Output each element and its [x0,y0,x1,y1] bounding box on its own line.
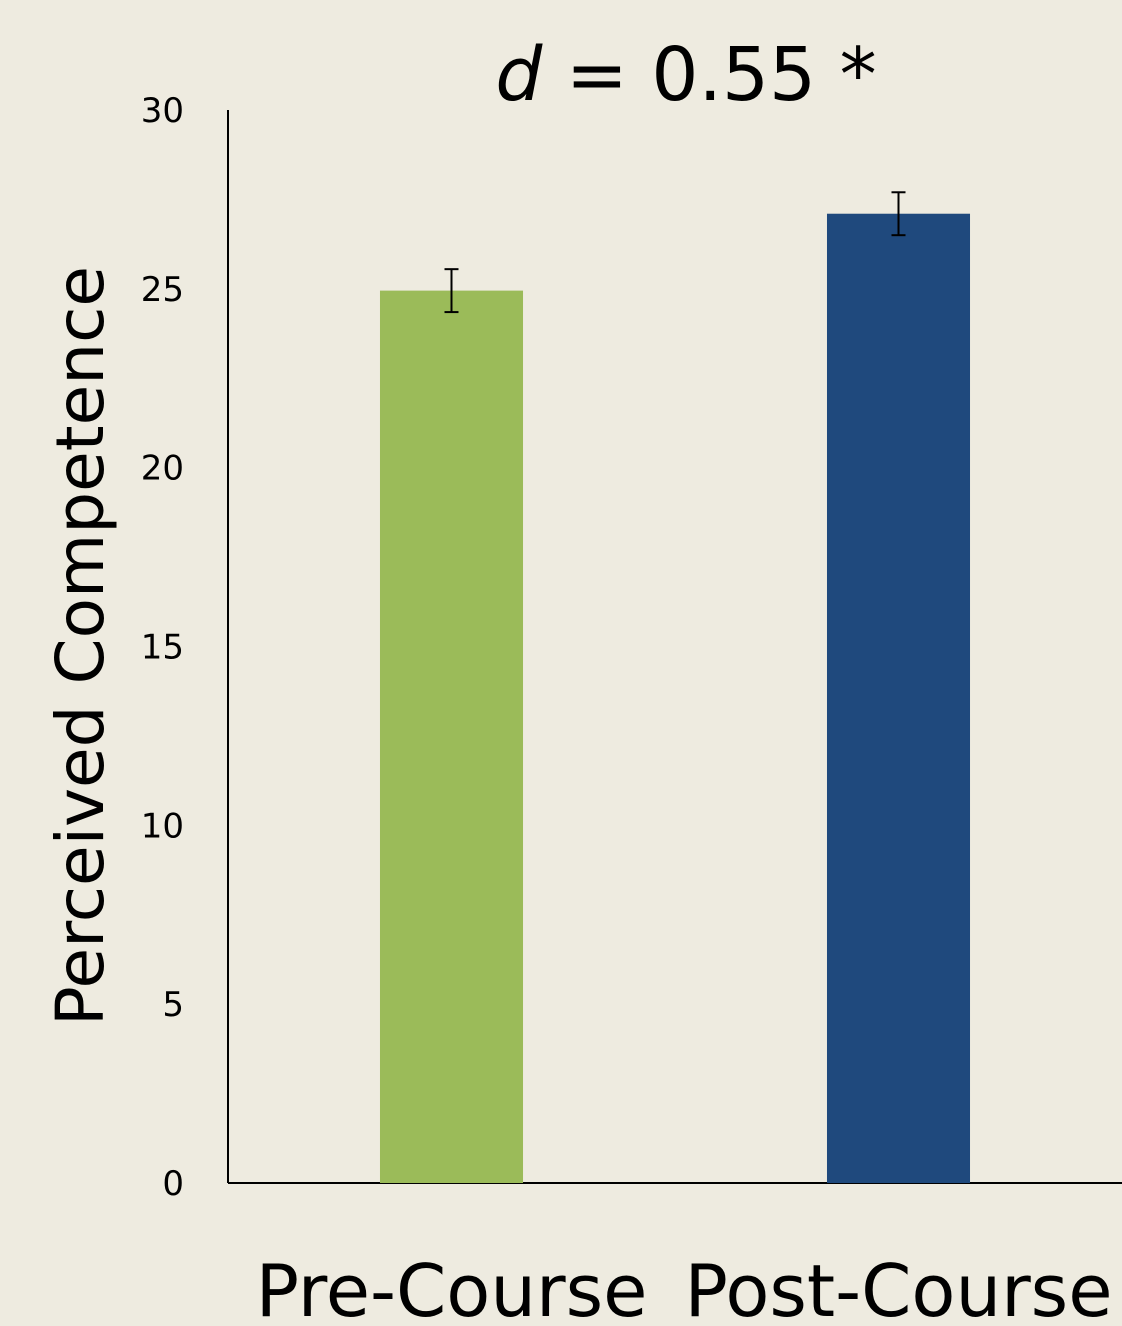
bar [379,290,524,1183]
axes [227,110,1122,1184]
chart-title: d = 0.55 * [495,32,876,118]
y-tick-label: 25 [141,270,184,310]
title-variable: d [495,32,543,118]
title-value: = 0.55 * [542,32,876,118]
y-tick-label: 0 [162,1164,184,1204]
x-category-label: Post-Course [685,1249,1113,1321]
y-tick-labels: 0 5 10 15 20 25 30 [141,91,184,1204]
y-tick-label: 20 [141,449,184,489]
x-category-labels: Pre-Course Post-Course [256,1249,1113,1326]
y-tick-label: 30 [141,91,184,131]
x-category-label: Pre-Course [256,1249,648,1321]
bars [379,213,971,1183]
y-tick-label: 10 [141,806,184,846]
bar [826,213,971,1183]
y-axis-label: Perceived Competence [42,266,119,1026]
y-tick-label: 5 [162,985,184,1025]
error-bars [444,191,906,314]
y-tick-label: 15 [141,628,184,668]
